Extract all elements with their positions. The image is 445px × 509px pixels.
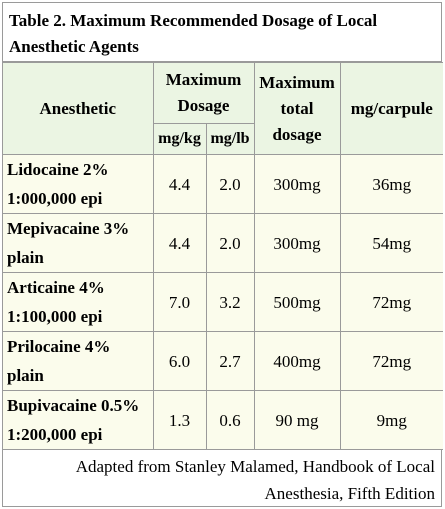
header-mg-kg: mg/kg	[153, 123, 207, 155]
anesthetic-line1: Lidocaine 2%	[7, 160, 109, 179]
anesthetic-name: Prilocaine 4% plain	[3, 331, 154, 391]
anesthetic-name: Articaine 4% 1:100,000 epi	[3, 272, 154, 332]
max-total-cell: 300mg	[253, 154, 341, 214]
max-total-cell: 400mg	[253, 331, 341, 391]
header-mg-lb: mg/lb	[205, 123, 255, 155]
mg-carpule-cell: 36mg	[339, 154, 444, 214]
header-max-total: Maximum total dosage	[253, 62, 341, 155]
mg-kg-cell: 4.4	[152, 213, 207, 273]
table-row: Bupivacaine 0.5% 1:200,000 epi 1.3 0.6 90 mg…	[3, 390, 444, 450]
anesthetic-line2: 1:100,000 epi	[7, 307, 103, 326]
table-body: Lidocaine 2% 1:000,000 epi 4.4 2.0 300mg 36mg…	[3, 154, 444, 450]
anesthetic-name: Bupivacaine 0.5% 1:200,000 epi	[3, 390, 154, 450]
mg-carpule-cell: 54mg	[339, 213, 444, 273]
max-total-cell: 90 mg	[253, 390, 341, 450]
dosage-table: Anesthetic Maximum Dosage Maximum total …	[3, 62, 444, 450]
table-row: Articaine 4% 1:100,000 epi 7.0 3.2 500mg 72mg	[3, 272, 444, 332]
mg-kg-cell: 4.4	[152, 154, 207, 214]
mg-kg-cell: 6.0	[152, 331, 207, 391]
anesthetic-name: Lidocaine 2% 1:000,000 epi	[3, 154, 154, 214]
mg-lb-cell: 2.0	[205, 154, 255, 214]
anesthetic-line2: 1:200,000 epi	[7, 425, 103, 444]
mg-carpule-cell: 9mg	[339, 390, 444, 450]
max-total-cell: 300mg	[253, 213, 341, 273]
mg-carpule-cell: 72mg	[339, 272, 444, 332]
header-mg-carpule: mg/carpule	[339, 62, 444, 155]
anesthetic-line2: plain	[7, 366, 44, 385]
mg-lb-cell: 3.2	[205, 272, 255, 332]
anesthetic-line2: plain	[7, 248, 44, 267]
mg-carpule-cell: 72mg	[339, 331, 444, 391]
anesthetic-line1: Prilocaine 4%	[7, 337, 111, 356]
header-anesthetic: Anesthetic	[3, 62, 154, 155]
anesthetic-line2: 1:000,000 epi	[7, 189, 103, 208]
mg-lb-cell: 0.6	[205, 390, 255, 450]
anesthetic-line1: Articaine 4%	[7, 278, 105, 297]
mg-lb-cell: 2.0	[205, 213, 255, 273]
anesthetic-line1: Mepivacaine 3%	[7, 219, 130, 238]
header-max-dosage: Maximum Dosage	[152, 62, 255, 124]
max-total-cell: 500mg	[253, 272, 341, 332]
subheader-row: mg/kg mg/lb	[3, 123, 443, 155]
table-row: Lidocaine 2% 1:000,000 epi 4.4 2.0 300mg 36mg	[3, 154, 444, 214]
source-footer: Adapted from Stanley Malamed, Handbook o…	[75, 457, 435, 503]
table-row: Mepivacaine 3% plain 4.4 2.0 300mg 54mg	[3, 213, 444, 273]
mg-kg-cell: 7.0	[152, 272, 207, 332]
mg-kg-cell: 1.3	[152, 390, 207, 450]
anesthetic-line1: Bupivacaine 0.5%	[7, 396, 140, 415]
mg-lb-cell: 2.7	[205, 331, 255, 391]
table-row: Prilocaine 4% plain 6.0 2.7 400mg 72mg	[3, 331, 444, 391]
anesthetic-name: Mepivacaine 3% plain	[3, 213, 154, 273]
header-row: Anesthetic Maximum Dosage Maximum total …	[3, 62, 444, 155]
table-title: Table 2. Maximum Recommended Dosage of L…	[3, 3, 441, 62]
